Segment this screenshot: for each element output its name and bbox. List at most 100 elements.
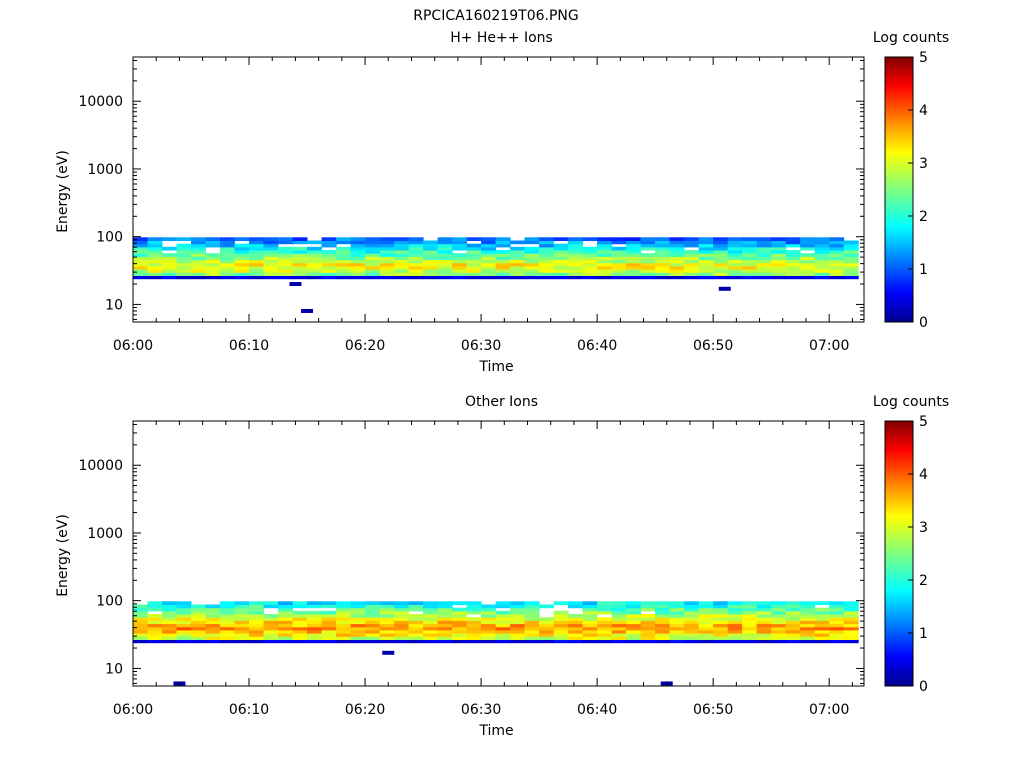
data-cell — [466, 256, 482, 261]
data-cell — [220, 243, 235, 248]
data-cell — [220, 601, 235, 605]
data-cell — [133, 246, 148, 251]
data-cell — [669, 614, 685, 618]
data-cell — [495, 269, 511, 273]
data-cell — [220, 623, 235, 628]
data-cell — [292, 265, 308, 270]
data-cell — [611, 275, 627, 280]
data-cell — [785, 265, 801, 270]
data-cell — [249, 246, 264, 251]
data-cell — [220, 237, 235, 241]
data-cell — [655, 272, 671, 276]
data-cell — [481, 250, 497, 254]
data-cell — [611, 265, 627, 270]
data-cell — [249, 243, 264, 248]
data-cell — [133, 250, 148, 254]
data-cell — [785, 626, 801, 631]
data-cell — [350, 604, 366, 609]
data-cell — [263, 272, 279, 276]
data-cell — [713, 272, 729, 276]
data-cell — [756, 601, 772, 605]
data-cell — [582, 610, 598, 615]
data-cell — [350, 617, 366, 621]
data-cell — [365, 275, 381, 280]
data-cell — [713, 246, 729, 251]
data-cell — [176, 623, 192, 628]
data-cell — [263, 265, 279, 270]
data-cell — [524, 269, 540, 273]
data-cell — [582, 636, 598, 640]
data-cell — [611, 269, 627, 273]
data-cell — [321, 275, 337, 280]
data-cell — [582, 601, 598, 605]
data-cell — [191, 265, 206, 270]
data-cell — [321, 237, 337, 241]
data-cell — [771, 614, 787, 618]
data-cell — [249, 629, 264, 634]
data-cell — [785, 272, 801, 276]
data-cell — [379, 636, 395, 640]
data-cell — [336, 253, 352, 257]
data-cell — [379, 262, 395, 267]
data-cell — [785, 240, 801, 245]
data-cell — [249, 253, 264, 257]
data-cell — [655, 614, 671, 618]
data-cell — [176, 269, 192, 273]
data-cell — [698, 623, 714, 628]
data-cell — [205, 639, 221, 644]
data-cell — [814, 626, 830, 631]
data-cell — [307, 614, 322, 618]
data-cell — [829, 259, 845, 264]
data-cell — [263, 617, 279, 621]
data-cell — [466, 243, 482, 248]
data-cell — [582, 626, 598, 631]
data-cell — [205, 610, 221, 615]
data-cell — [133, 639, 148, 644]
data-cell — [292, 246, 308, 251]
data-cell — [336, 275, 352, 280]
data-cell — [684, 243, 700, 248]
data-cell — [539, 256, 555, 261]
data-cell — [597, 607, 613, 612]
data-cell — [669, 620, 685, 625]
data-cell — [771, 250, 787, 254]
data-cell — [597, 256, 613, 261]
data-cell — [379, 617, 395, 621]
data-cell — [698, 639, 714, 644]
data-cell — [321, 617, 337, 621]
data-cell — [524, 633, 540, 637]
data-cell — [379, 259, 395, 264]
data-cell — [466, 604, 482, 609]
data-cell — [278, 623, 293, 628]
data-cell — [191, 253, 206, 257]
data-cell — [814, 243, 830, 248]
data-cell — [771, 272, 787, 276]
data-cell — [814, 633, 830, 637]
data-cell — [452, 240, 468, 245]
data-cell — [321, 629, 337, 634]
data-cell — [771, 626, 787, 631]
data-cell — [785, 259, 801, 264]
data-cell — [176, 246, 192, 251]
data-cell — [553, 256, 569, 261]
data-cell — [524, 604, 540, 609]
data-cell — [785, 607, 801, 612]
data-cell — [626, 256, 642, 261]
data-cell — [423, 256, 439, 261]
data-cell — [394, 633, 410, 637]
data-cell — [843, 269, 859, 273]
data-cell — [278, 604, 293, 609]
data-cell — [394, 253, 410, 257]
data-cell — [408, 262, 424, 267]
data-cell — [785, 620, 801, 625]
data-cell — [133, 256, 148, 261]
data-cell — [263, 237, 279, 241]
data-cell — [539, 604, 555, 609]
data-cell — [495, 253, 511, 257]
data-cell — [698, 237, 714, 241]
data-cell — [408, 256, 424, 261]
data-cell — [321, 626, 337, 631]
data-cell — [742, 614, 758, 618]
data-cell — [539, 629, 555, 634]
data-cell — [292, 272, 308, 276]
